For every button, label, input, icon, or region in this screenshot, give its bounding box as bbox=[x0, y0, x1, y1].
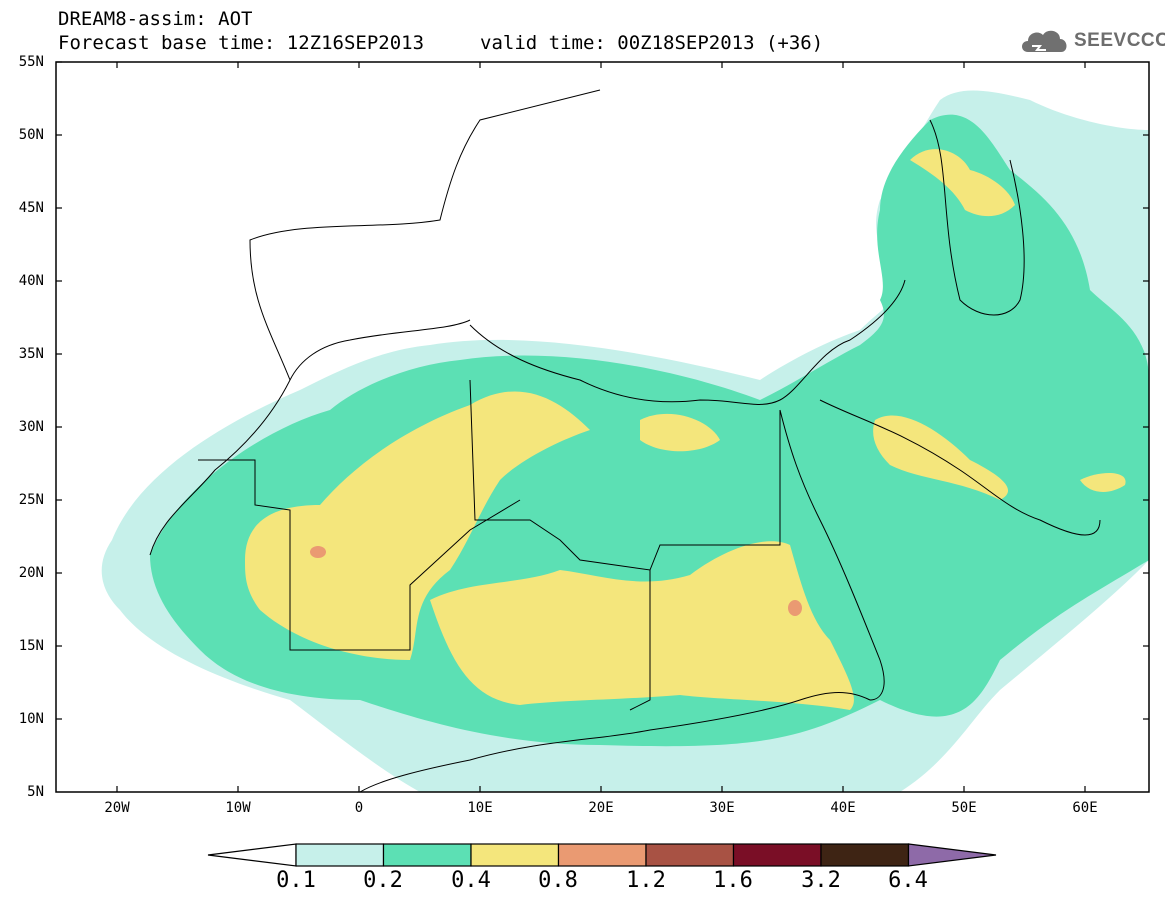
lon-label-20w: 20W bbox=[104, 800, 130, 816]
lat-label-30n: 30N bbox=[18, 419, 44, 435]
logo-text: SEEVCCC bbox=[1074, 30, 1165, 51]
cloud-icon bbox=[1022, 30, 1067, 52]
lon-label-30e: 30E bbox=[709, 800, 735, 816]
colorbar-swatch-1 bbox=[382, 843, 472, 867]
lat-label-50n: 50N bbox=[18, 127, 44, 143]
aot-contour-0.4-libya bbox=[640, 413, 720, 452]
colorbar-swatch-3 bbox=[557, 843, 647, 867]
lat-label-45n: 45N bbox=[18, 200, 44, 216]
lat-label-15n: 15N bbox=[18, 638, 44, 654]
colorbar-label-6.4: 6.4 bbox=[888, 868, 928, 893]
valid-time: valid time: 00Z18SEP2013 (+36) bbox=[480, 32, 824, 54]
lon-label-10w: 10W bbox=[225, 800, 251, 816]
lon-label-0: 0 bbox=[354, 800, 364, 816]
aot-contour-0.4-iran bbox=[1080, 473, 1126, 492]
forecast-base-time: Forecast base time: 12Z16SEP2013 bbox=[58, 32, 425, 54]
colorbar-swatch-5 bbox=[732, 843, 822, 867]
colorbar-label-0.8: 0.8 bbox=[538, 868, 578, 893]
lat-label-5n: 5N bbox=[27, 784, 44, 800]
axis-ticks bbox=[56, 61, 1149, 792]
lat-label-35n: 35N bbox=[18, 346, 44, 362]
lon-label-50e: 50E bbox=[951, 800, 977, 816]
lon-label-10e: 10E bbox=[467, 800, 493, 816]
aot-contour-0.4-west bbox=[245, 391, 590, 660]
colorbar-swatch-4 bbox=[645, 843, 735, 867]
colorbar-swatch-2 bbox=[470, 843, 560, 867]
colorbar-swatch-0 bbox=[295, 843, 385, 867]
colorbar-label-0.4: 0.4 bbox=[451, 868, 491, 893]
colorbar-low-arrow bbox=[207, 843, 297, 867]
colorbar-label-0.2: 0.2 bbox=[363, 868, 403, 893]
lat-label-20n: 20N bbox=[18, 565, 44, 581]
colorbar-label-0.1: 0.1 bbox=[276, 868, 316, 893]
seevccc-logo: SEEVCCC bbox=[1018, 24, 1165, 58]
aot-contour-0.4-east bbox=[430, 541, 854, 710]
map-title: DREAM8-assim: AOT bbox=[58, 8, 253, 30]
aot-contour-0.8-sudan bbox=[788, 600, 802, 616]
lon-label-20e: 20E bbox=[588, 800, 614, 816]
lat-label-40n: 40N bbox=[18, 273, 44, 289]
colorbar-label-3.2: 3.2 bbox=[801, 868, 841, 893]
aot-field bbox=[101, 90, 1149, 792]
coastlines bbox=[149, 89, 1101, 792]
lon-label-40e: 40E bbox=[830, 800, 856, 816]
lat-label-25n: 25N bbox=[18, 492, 44, 508]
aot-contour-0.4-caspian bbox=[910, 149, 1015, 217]
colorbar-swatch-6 bbox=[820, 843, 910, 867]
colorbar-label-1.2: 1.2 bbox=[626, 868, 666, 893]
colorbar-label-1.6: 1.6 bbox=[713, 868, 753, 893]
lat-label-10n: 10N bbox=[18, 711, 44, 727]
colorbar bbox=[207, 843, 997, 867]
lat-label-55n: 55N bbox=[18, 54, 44, 70]
lon-label-60e: 60E bbox=[1072, 800, 1098, 816]
aot-contour-0.8-mali bbox=[310, 546, 326, 558]
colorbar-high-arrow bbox=[907, 843, 997, 867]
